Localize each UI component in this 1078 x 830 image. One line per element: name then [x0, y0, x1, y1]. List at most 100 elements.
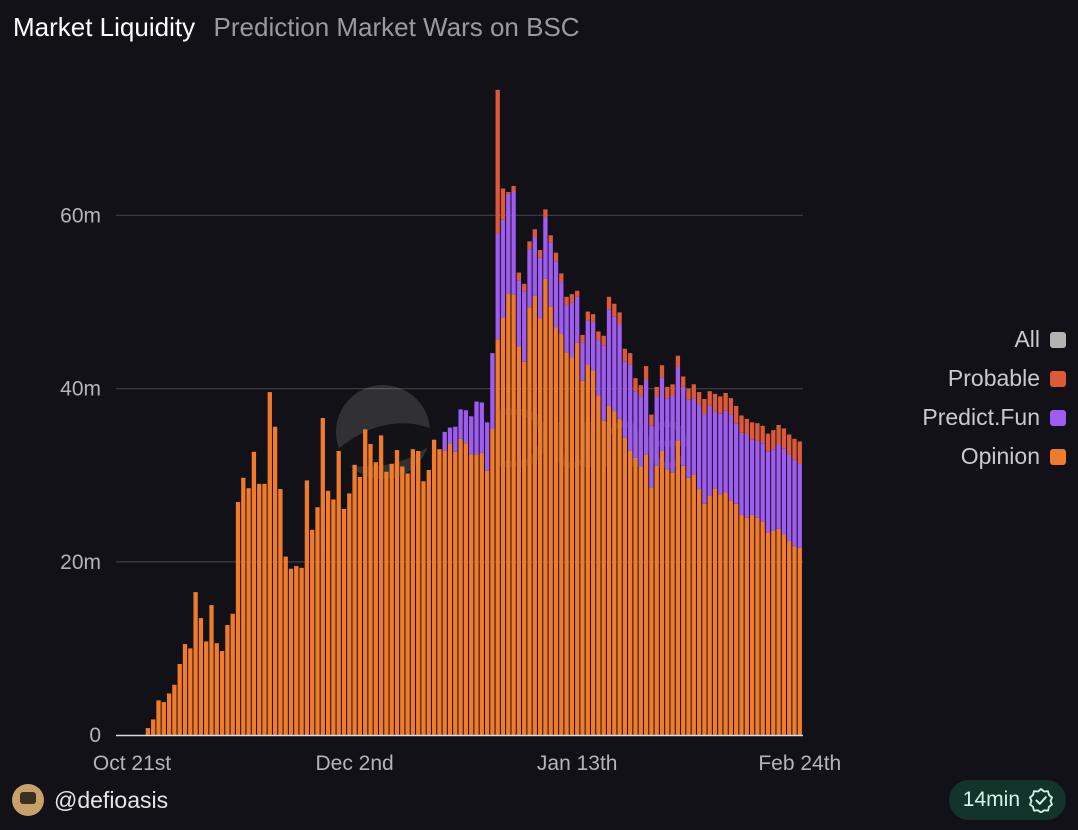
- bar-probable: [564, 296, 569, 306]
- bar-predict-fun: [723, 410, 728, 493]
- bar-opinion: [532, 295, 537, 735]
- refresh-badge[interactable]: 14min: [948, 780, 1066, 820]
- bar-opinion: [341, 508, 347, 735]
- bar-predict-fun: [453, 426, 458, 452]
- bar-probable: [548, 235, 553, 243]
- bar-predict-fun: [633, 391, 638, 458]
- bar-opinion: [670, 472, 675, 735]
- bar-predict-fun: [665, 398, 670, 470]
- bar-predict-fun: [755, 440, 760, 518]
- bar-probable: [617, 312, 622, 325]
- bar-opinion: [166, 693, 172, 735]
- bar-opinion: [654, 465, 659, 735]
- bar-opinion: [686, 477, 691, 735]
- legend-swatch-all: [1050, 331, 1066, 348]
- bar-predict-fun: [787, 454, 792, 542]
- legend-item-opinion[interactable]: Opinion: [922, 437, 1066, 476]
- verified-check-icon: [1029, 788, 1053, 813]
- bar-opinion: [739, 515, 744, 735]
- bar-opinion: [151, 719, 156, 735]
- legend-item-probable[interactable]: Probable: [922, 359, 1066, 398]
- avatar[interactable]: [12, 784, 44, 816]
- bar-probable: [776, 424, 781, 445]
- bar-probable: [495, 89, 500, 234]
- bar-opinion: [675, 440, 681, 735]
- legend-item-all[interactable]: All: [922, 320, 1066, 359]
- bar-predict-fun: [569, 302, 575, 358]
- bar-opinion: [787, 541, 792, 735]
- author[interactable]: @defioasis: [12, 784, 168, 816]
- username[interactable]: @defioasis: [54, 786, 169, 813]
- bar-opinion: [601, 420, 606, 735]
- bar-opinion: [182, 644, 188, 735]
- bar-probable: [643, 366, 649, 380]
- bar-predict-fun: [543, 217, 548, 279]
- bar-opinion: [389, 463, 394, 735]
- legend-swatch-predict-fun: [1050, 409, 1066, 426]
- bar-probable: [511, 185, 516, 193]
- legend-swatch-opinion: [1050, 448, 1066, 465]
- bar-probable: [734, 405, 739, 424]
- bar-probable: [559, 273, 564, 283]
- bar-predict-fun: [580, 342, 585, 381]
- bar-opinion: [251, 451, 257, 735]
- bar-predict-fun: [628, 364, 633, 451]
- bar-opinion: [665, 469, 670, 735]
- bar-opinion: [235, 502, 241, 735]
- bar-probable: [612, 303, 617, 317]
- bar-opinion: [707, 495, 712, 735]
- bar-probable: [628, 353, 633, 365]
- bar-opinion: [765, 532, 771, 735]
- bar-predict-fun: [516, 280, 522, 347]
- bar-predict-fun: [771, 449, 776, 531]
- bar-opinion: [368, 444, 373, 735]
- bar-probable: [659, 365, 665, 378]
- bar-probable: [606, 296, 612, 310]
- bar-predict-fun: [675, 366, 681, 441]
- bar-predict-fun: [744, 434, 749, 518]
- legend-item-predict-fun[interactable]: Predict.Fun: [922, 398, 1066, 437]
- bar-predict-fun: [654, 396, 659, 466]
- bar-opinion: [373, 462, 378, 735]
- dune-logo-icon: [336, 385, 430, 479]
- bar-opinion: [797, 547, 802, 735]
- bar-probable: [797, 441, 802, 464]
- bar-predict-fun: [596, 340, 601, 396]
- bar-opinion: [241, 477, 246, 735]
- bar-probable: [686, 388, 691, 400]
- bar-opinion: [172, 684, 177, 735]
- bar-opinion: [188, 648, 193, 735]
- bar-opinion: [559, 334, 564, 735]
- bar-predict-fun: [612, 316, 617, 412]
- bar-predict-fun: [527, 249, 532, 308]
- bar-opinion: [378, 435, 384, 735]
- bar-probable: [622, 348, 628, 362]
- bar-opinion: [315, 507, 320, 735]
- bar-predict-fun: [601, 345, 606, 421]
- bar-predict-fun: [681, 386, 686, 466]
- bar-opinion: [622, 437, 628, 735]
- bar-opinion: [357, 476, 363, 735]
- bar-opinion: [299, 567, 304, 735]
- x-tick-label: Oct 21st: [93, 752, 171, 775]
- bar-probable: [596, 331, 601, 341]
- bar-opinion: [156, 700, 161, 735]
- bar-opinion: [718, 494, 723, 735]
- bar-predict-fun: [776, 444, 781, 529]
- bar-probable: [728, 398, 734, 415]
- bar-predict-fun: [490, 353, 495, 429]
- bar-predict-fun: [734, 423, 739, 504]
- bar-probable: [755, 423, 760, 441]
- bar-predict-fun: [649, 425, 654, 488]
- y-tick-label: 20m: [60, 551, 101, 574]
- bar-predict-fun: [575, 296, 580, 343]
- bar-probable: [744, 418, 749, 435]
- bar-opinion: [394, 450, 400, 735]
- bar-probable: [649, 414, 654, 426]
- refresh-time: 14min: [962, 788, 1020, 811]
- bar-probable: [675, 355, 681, 367]
- bar-opinion: [659, 450, 665, 735]
- bar-opinion: [442, 450, 447, 735]
- bar-probable: [760, 425, 765, 444]
- bar-opinion: [723, 492, 728, 735]
